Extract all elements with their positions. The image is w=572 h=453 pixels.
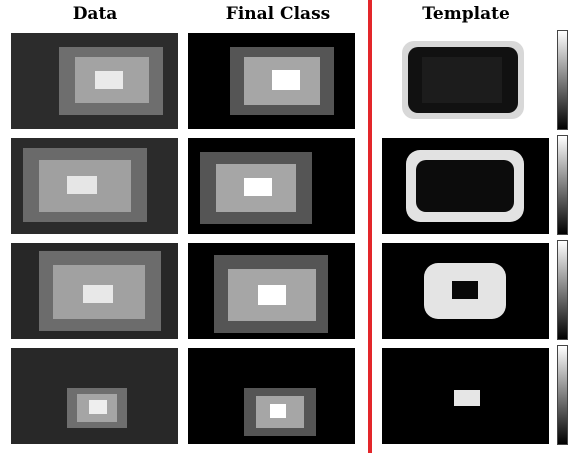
data-panel-row-4 (11, 348, 178, 444)
template-panel-row-1 (382, 33, 549, 129)
colorbar-row-2 (557, 135, 568, 235)
class-panel-row-3 (188, 243, 355, 339)
class-panel-row-2 (188, 138, 355, 234)
column-divider (368, 0, 372, 453)
header-final-class: Final Class (225, 4, 331, 24)
header-template: Template (422, 4, 510, 24)
template-panel-row-2 (382, 138, 549, 234)
colorbar-row-3 (557, 240, 568, 340)
class-panel-row-1 (188, 33, 355, 129)
colorbar-row-1 (557, 30, 568, 130)
colorbar-row-4 (557, 345, 568, 445)
class-panel-row-4 (188, 348, 355, 444)
data-panel-row-2 (11, 138, 178, 234)
template-panel-row-3 (382, 243, 549, 339)
header-data: Data (72, 4, 118, 24)
data-panel-row-3 (11, 243, 178, 339)
template-panel-row-4 (382, 348, 549, 444)
data-panel-row-1 (11, 33, 178, 129)
